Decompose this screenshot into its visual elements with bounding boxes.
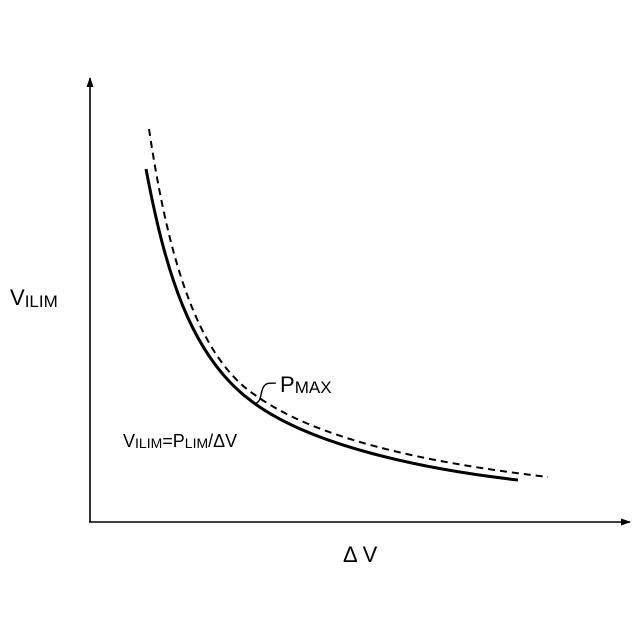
equation-label: VILIM=PLIM/ΔV — [123, 431, 237, 451]
x-axis-label: Δ V — [343, 542, 378, 567]
vilim-solid-curve — [146, 169, 518, 480]
pmax-label: PMAX — [280, 372, 332, 397]
pmax-dashed-curve — [149, 129, 548, 477]
y-axis-label: VILIM — [10, 285, 58, 311]
